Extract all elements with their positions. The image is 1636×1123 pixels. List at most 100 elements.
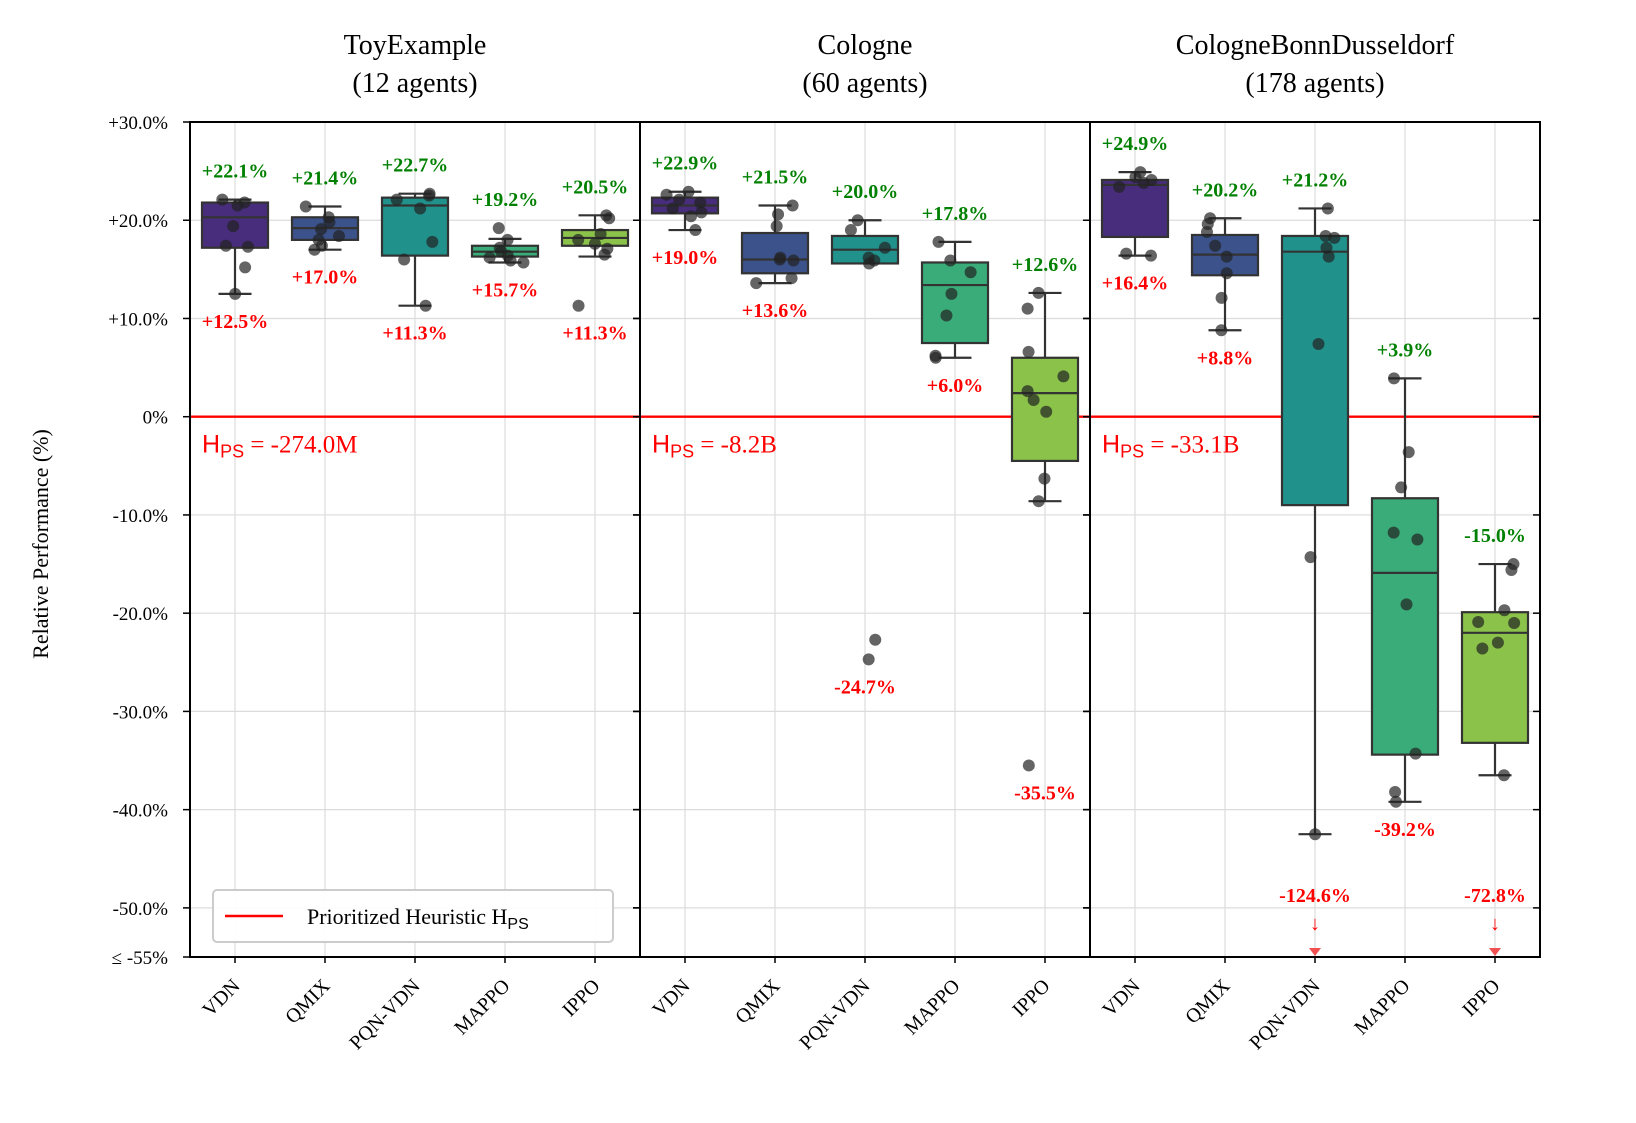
y-tick-label: +30.0% bbox=[108, 113, 168, 134]
data-point bbox=[229, 287, 242, 300]
data-point bbox=[492, 222, 505, 235]
data-point bbox=[1129, 171, 1142, 184]
data-point bbox=[1027, 394, 1040, 407]
max-label: +22.9% bbox=[652, 153, 718, 175]
max-label: +3.9% bbox=[1377, 339, 1433, 361]
data-point bbox=[863, 257, 876, 270]
data-point bbox=[673, 193, 686, 206]
x-tick-label: VDN bbox=[648, 975, 694, 1021]
y-tick-label: -20.0% bbox=[113, 604, 169, 625]
data-point bbox=[1144, 249, 1157, 262]
data-point bbox=[594, 227, 607, 240]
x-tick-label: PQN-VDN bbox=[1245, 975, 1324, 1054]
data-point bbox=[1215, 291, 1228, 304]
panel-frame bbox=[1089, 121, 1541, 958]
min-label: +12.5% bbox=[202, 311, 268, 333]
min-label: +11.3% bbox=[562, 323, 627, 345]
data-point bbox=[227, 220, 240, 233]
data-point bbox=[1321, 202, 1334, 215]
heuristic-label: HPS = -33.1B bbox=[1102, 431, 1239, 462]
max-label: +21.5% bbox=[742, 167, 808, 189]
data-point bbox=[483, 251, 496, 264]
data-point bbox=[308, 243, 321, 256]
data-point bbox=[660, 188, 673, 201]
min-label: -72.8% bbox=[1464, 885, 1526, 907]
data-point bbox=[1395, 481, 1408, 494]
heuristic-label: HPS = -8.2B bbox=[652, 431, 777, 462]
offscale-arrow: ↓ bbox=[1310, 913, 1320, 935]
data-point bbox=[787, 254, 800, 267]
x-tick-label: QMIX bbox=[281, 975, 335, 1029]
data-point bbox=[964, 266, 977, 279]
max-label: +22.7% bbox=[382, 155, 448, 177]
data-point bbox=[666, 202, 679, 215]
data-point bbox=[504, 254, 517, 267]
data-point bbox=[1040, 405, 1053, 418]
data-point bbox=[750, 277, 763, 290]
data-point bbox=[1476, 642, 1489, 655]
data-point bbox=[598, 248, 611, 261]
panel-title: CologneBonnDusseldorf bbox=[1176, 30, 1455, 61]
data-point bbox=[1215, 324, 1228, 337]
min-label: +19.0% bbox=[652, 247, 718, 269]
data-point bbox=[231, 199, 244, 212]
data-point bbox=[772, 208, 785, 221]
data-point bbox=[1022, 759, 1035, 772]
data-point bbox=[1409, 747, 1422, 760]
offscale-marker bbox=[1309, 948, 1321, 956]
data-point bbox=[572, 233, 585, 246]
data-point bbox=[1309, 828, 1322, 841]
legend-box bbox=[212, 889, 614, 943]
x-tick-label: QMIX bbox=[1181, 975, 1235, 1029]
y-axis-label: Relative Performance (%) bbox=[28, 429, 53, 659]
max-label: -15.0% bbox=[1464, 525, 1526, 547]
data-point bbox=[1472, 616, 1485, 629]
data-point bbox=[390, 193, 403, 206]
min-label: -124.6% bbox=[1279, 885, 1351, 907]
data-point bbox=[1498, 604, 1511, 617]
frame-layer bbox=[183, 121, 1541, 963]
data-point bbox=[423, 189, 436, 202]
x-tick-label: IPPO bbox=[558, 975, 604, 1021]
data-point bbox=[1137, 176, 1150, 189]
data-point bbox=[940, 309, 953, 322]
data-point bbox=[786, 199, 799, 212]
data-point bbox=[1505, 563, 1518, 576]
data-point bbox=[426, 235, 439, 248]
data-point bbox=[1387, 372, 1400, 385]
data-point bbox=[694, 196, 707, 209]
data-point bbox=[588, 237, 601, 250]
min-label: +16.4% bbox=[1102, 273, 1168, 295]
data-point bbox=[1220, 250, 1233, 263]
data-point bbox=[398, 253, 411, 266]
data-point bbox=[844, 224, 857, 237]
data-point bbox=[1032, 286, 1045, 299]
x-tick-label: MAPPO bbox=[1350, 975, 1414, 1039]
data-point bbox=[1220, 267, 1233, 280]
x-tick-label: VDN bbox=[1098, 975, 1144, 1021]
y-tick-label: +20.0% bbox=[108, 211, 168, 232]
offscale-marker bbox=[1489, 948, 1501, 956]
max-label: +20.5% bbox=[562, 176, 628, 198]
max-label: +20.0% bbox=[832, 181, 898, 203]
text-layer: +30.0% +20.0% +10.0% 0% -10.0% -20.0% -30.0% -4… bbox=[108, 30, 1526, 1054]
data-point bbox=[1328, 231, 1341, 244]
box-vdn bbox=[1100, 178, 1170, 239]
data-point bbox=[572, 299, 585, 312]
data-point bbox=[851, 214, 864, 227]
data-point bbox=[932, 235, 945, 248]
y-tick-label: -40.0% bbox=[113, 801, 169, 822]
x-tick-label: MAPPO bbox=[900, 975, 964, 1039]
data-point bbox=[501, 233, 514, 246]
legend-label: Prioritized Heuristic HPS bbox=[307, 904, 529, 933]
min-label: +6.0% bbox=[927, 375, 983, 397]
data-point bbox=[1402, 446, 1415, 459]
data-point bbox=[878, 241, 891, 254]
max-label: +22.1% bbox=[202, 161, 268, 183]
data-point bbox=[1113, 180, 1126, 193]
box-mappo bbox=[920, 261, 990, 345]
data-point bbox=[1021, 385, 1034, 398]
data-point bbox=[1497, 769, 1510, 782]
data-point bbox=[299, 200, 312, 213]
data-point bbox=[1120, 247, 1133, 260]
